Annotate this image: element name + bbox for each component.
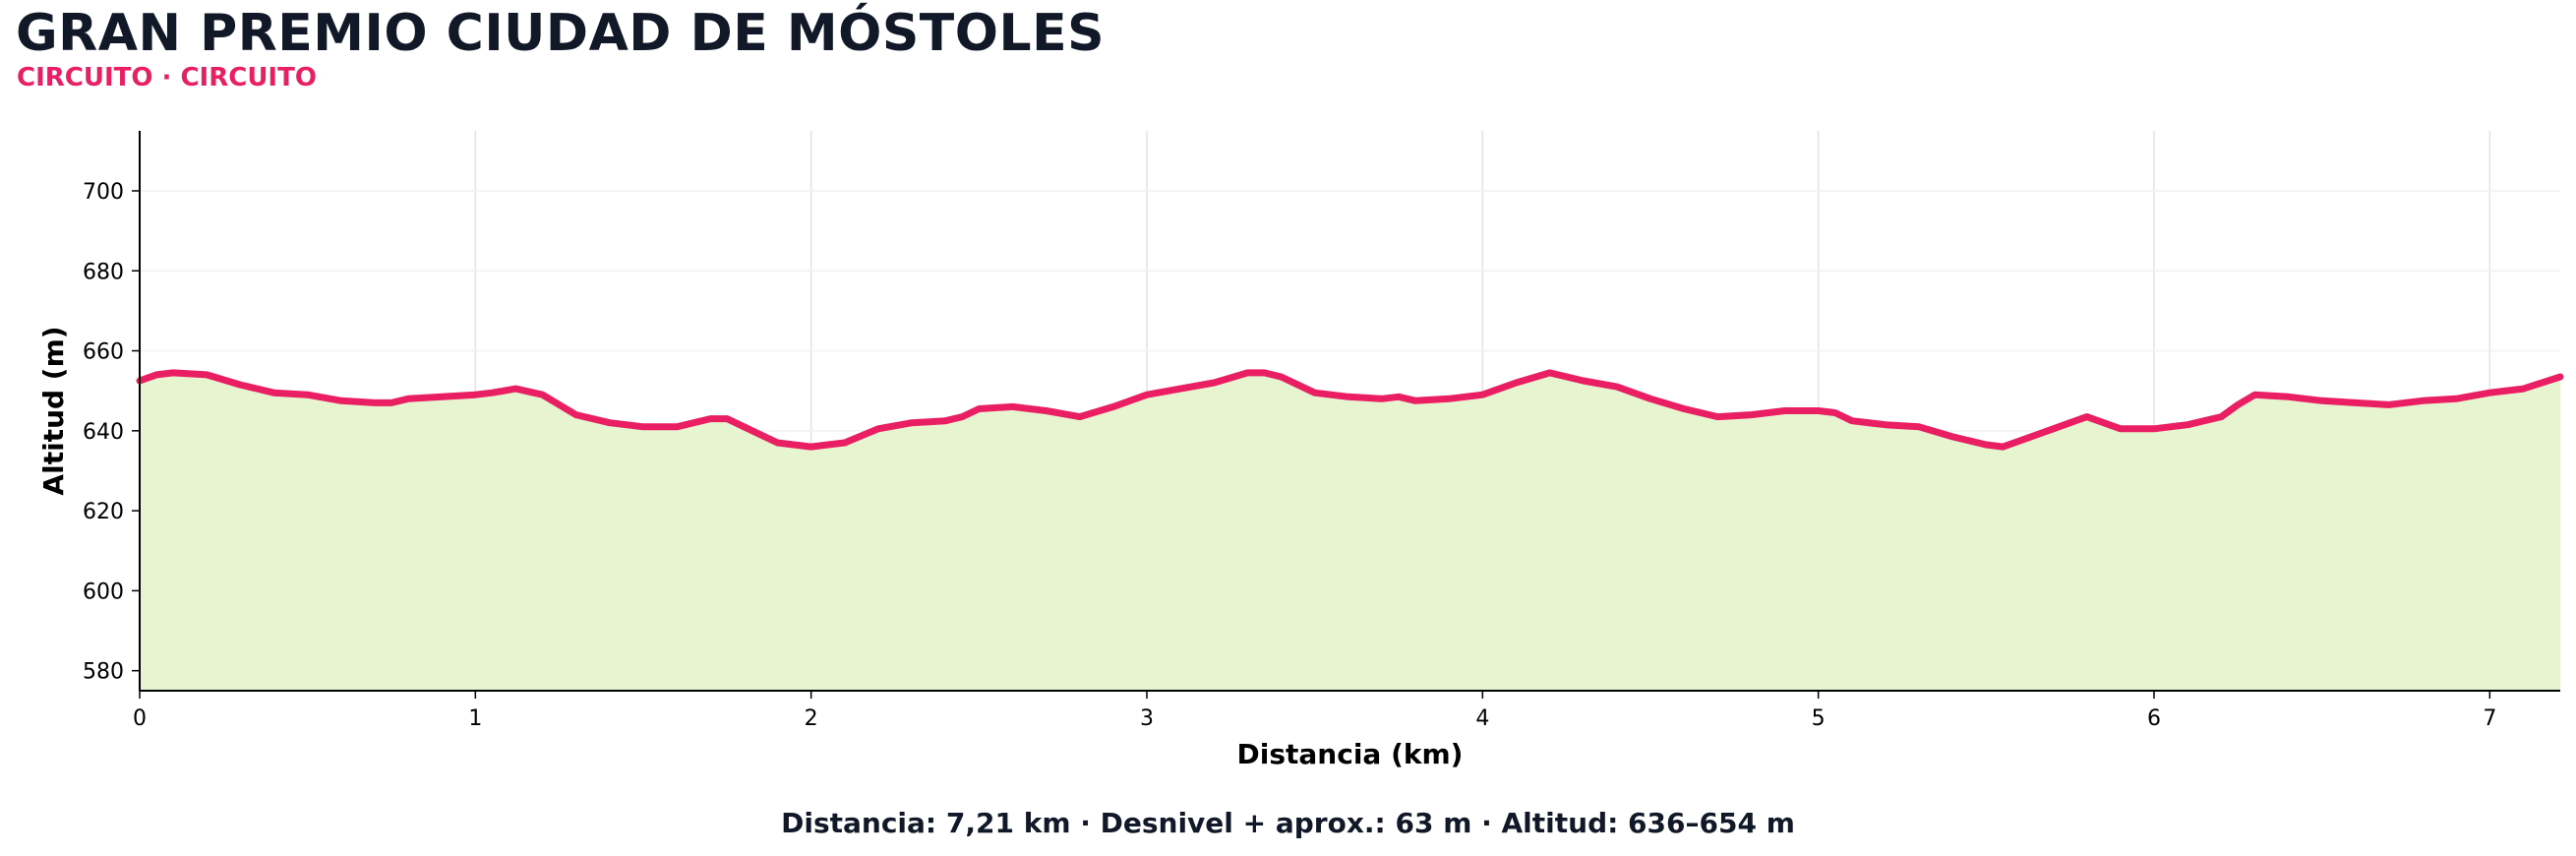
y-tick-label: 620 bbox=[83, 500, 124, 524]
summary-footer: Distancia: 7,21 km · Desnivel + aprox.: … bbox=[781, 807, 1795, 839]
y-tick-label: 700 bbox=[83, 180, 124, 205]
y-tick-label: 640 bbox=[83, 420, 124, 445]
elevation-line bbox=[136, 369, 2564, 451]
page-title: GRAN PREMIO CIUDAD DE MÓSTOLES bbox=[16, 4, 1106, 63]
x-tick-label: 6 bbox=[2147, 706, 2161, 731]
x-tick-labels: 0 1 2 3 4 5 6 7 bbox=[133, 691, 2496, 731]
y-tick-label: 580 bbox=[83, 660, 124, 685]
x-tick-label: 1 bbox=[468, 706, 482, 731]
elevation-area bbox=[140, 372, 2560, 691]
y-tick-label: 600 bbox=[83, 580, 124, 604]
elevation-chart: 0 1 2 3 4 5 6 7 580 600 620 640 660 680 700 Distancia… bbox=[37, 131, 2564, 770]
x-axis-label: Distancia (km) bbox=[1237, 738, 1464, 770]
x-tick-label: 4 bbox=[1475, 706, 1489, 731]
y-tick-label: 680 bbox=[83, 260, 124, 284]
y-axis-label: Altitud (m) bbox=[37, 326, 70, 495]
y-tick-labels: 580 600 620 640 660 680 700 bbox=[83, 180, 140, 685]
x-tick-label: 0 bbox=[133, 706, 147, 731]
x-tick-label: 7 bbox=[2483, 706, 2496, 731]
y-tick-label: 660 bbox=[83, 340, 124, 365]
page-subtitle: CIRCUITO · CIRCUITO bbox=[17, 63, 317, 92]
x-tick-label: 5 bbox=[1812, 706, 1826, 731]
x-tick-label: 2 bbox=[805, 706, 818, 731]
axes bbox=[139, 131, 2560, 692]
x-tick-label: 3 bbox=[1140, 706, 1154, 731]
